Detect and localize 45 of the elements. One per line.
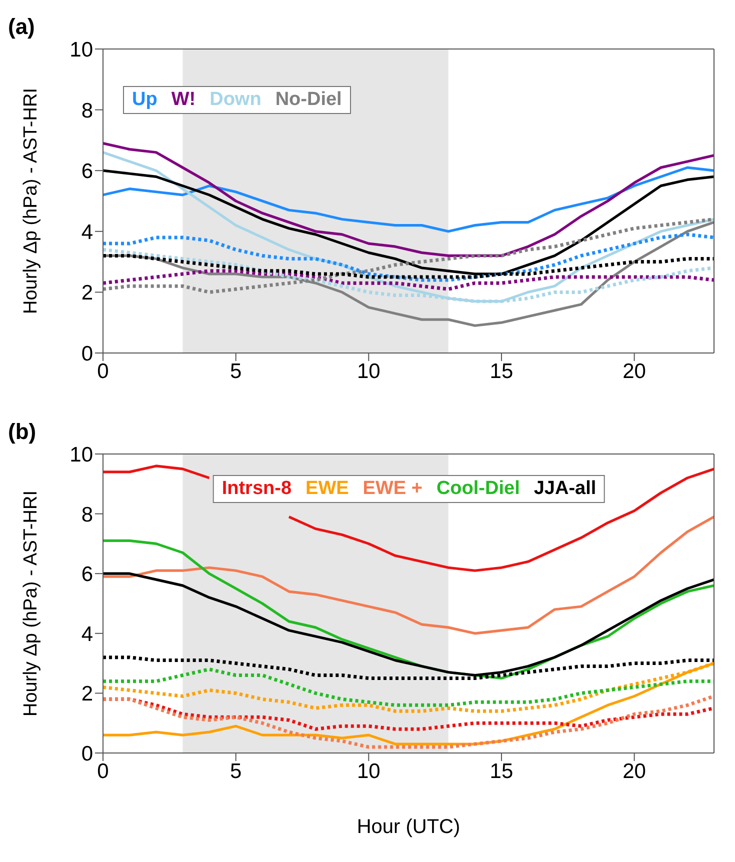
text: EWE [306, 478, 349, 499]
x-tick-label: 20 [622, 760, 646, 783]
x-tick-label: 20 [622, 360, 646, 383]
x-axis-title: Hour (UTC) [356, 816, 460, 838]
y-axis-title: Hourly Δp (hPa) - AST-HRI [20, 490, 42, 716]
line-series [103, 572, 714, 677]
y-tick-label: 10 [70, 443, 93, 466]
x-tick-label: 10 [356, 760, 380, 783]
y-axis-title: Hourly Δp (hPa) - AST-HRI [20, 88, 42, 314]
text: EWE + [362, 478, 422, 499]
y-tick-label: 4 [81, 220, 94, 244]
line-series [103, 232, 714, 282]
y-tick-label: 8 [81, 99, 93, 122]
y-tick-label: 0 [81, 342, 93, 366]
text: No-Diel [275, 89, 342, 110]
line-series [103, 166, 714, 233]
x-tick-label: 5 [230, 760, 242, 783]
chart-title: (a) [8, 14, 35, 40]
y-tick-label: 6 [81, 563, 93, 586]
line-series [103, 220, 714, 327]
text: Cool-Diel [436, 478, 520, 499]
line-series [103, 169, 714, 276]
x-tick-label: 15 [490, 760, 514, 783]
y-tick-label: 10 [70, 38, 93, 62]
y-tick-label: 4 [81, 622, 94, 646]
y-tick-label: 2 [81, 282, 93, 305]
line-series [103, 515, 714, 635]
y-tick-label: 0 [81, 742, 93, 766]
text: Up [132, 89, 158, 110]
chart-title: (b) [8, 419, 36, 445]
line-series [103, 142, 714, 258]
y-tick-label: 2 [81, 682, 93, 706]
y-tick-label: 8 [81, 503, 93, 526]
x-tick-label: 15 [490, 360, 514, 383]
text: W! [171, 89, 196, 110]
y-tick-label: 6 [81, 160, 93, 184]
x-tick-label: 0 [97, 360, 109, 383]
x-tick-label: 0 [97, 760, 109, 783]
line-series [103, 269, 714, 291]
text: JJA-all [534, 478, 596, 499]
x-tick-label: 5 [230, 360, 242, 383]
x-tick-label: 10 [356, 360, 380, 383]
text: Down [210, 89, 262, 110]
series-label: Intrsn-8 [222, 478, 292, 499]
line-series [103, 694, 714, 749]
